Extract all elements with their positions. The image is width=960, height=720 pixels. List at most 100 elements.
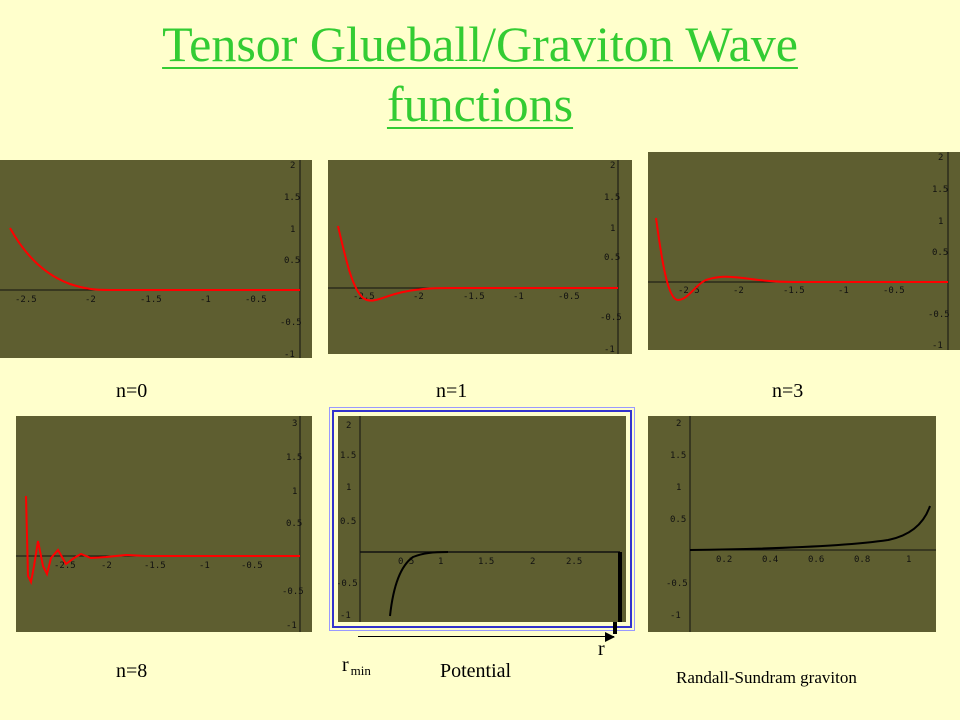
y-tick: 2 — [676, 419, 681, 429]
y-tick: 0.5 — [670, 515, 686, 525]
plot-n1: -2.5 -2 -1.5 -1 -0.5 2 1.5 1 0.5 -0.5 -1 — [328, 160, 632, 354]
x-tick: 1 — [438, 557, 443, 567]
x-tick: -2.5 — [678, 286, 700, 296]
title-line-1: Tensor Glueball/Graviton Wave — [162, 16, 798, 72]
r-axis-arrowhead — [605, 632, 615, 642]
x-tick: -1 — [513, 292, 524, 302]
x-tick: 1.5 — [478, 557, 494, 567]
y-tick: 0.5 — [604, 253, 620, 263]
label-n1: n=1 — [436, 380, 468, 402]
plot-potential: 0.5 1 1.5 2 2.5 2 1.5 1 0.5 -0.5 -1 — [338, 416, 626, 622]
y-tick: 1.5 — [340, 451, 356, 461]
x-tick: 0.5 — [398, 557, 414, 567]
plot-n3: -2.5 -2 -1.5 -1 -0.5 2 1.5 1 0.5 -0.5 -1 — [648, 152, 960, 350]
label-n8: n=8 — [116, 660, 148, 682]
y-tick: 2 — [290, 161, 295, 171]
wave-curve — [25, 495, 300, 586]
label-rs: Randall-Sundram graviton — [676, 668, 857, 687]
y-tick: 1 — [346, 483, 351, 493]
plot-n8: -2.5 -2 -1.5 -1 -0.5 3 1.5 1 0.5 -0.5 -1 — [16, 416, 312, 632]
x-tick: -0.5 — [245, 295, 267, 305]
y-tick: 1.5 — [284, 193, 300, 203]
y-tick: 0.5 — [340, 517, 356, 527]
y-tick: 1.5 — [286, 453, 302, 463]
y-tick: -1 — [284, 350, 295, 358]
y-tick: 1 — [676, 483, 681, 493]
y-tick: -0.5 — [928, 310, 950, 320]
potential-frame: 0.5 1 1.5 2 2.5 2 1.5 1 0.5 -0.5 -1 — [329, 407, 635, 631]
y-tick: 1.5 — [670, 451, 686, 461]
x-tick: -1 — [199, 561, 210, 571]
y-tick: 1 — [290, 225, 295, 235]
plot-n1-svg: -2.5 -2 -1.5 -1 -0.5 2 1.5 1 0.5 -0.5 -1 — [328, 160, 622, 354]
wave-curve — [337, 225, 618, 302]
plot-rs-svg: 0.2 0.4 0.6 0.8 1 2 1.5 1 0.5 -0.5 -1 — [666, 416, 936, 632]
y-tick: -1 — [932, 341, 943, 350]
x-tick: 0.2 — [716, 555, 732, 565]
x-tick: -1 — [838, 286, 849, 296]
y-tick: 1 — [938, 217, 943, 227]
y-tick: 0.5 — [286, 519, 302, 529]
y-tick: -0.5 — [666, 579, 688, 589]
r-min-base: r — [342, 654, 349, 676]
x-tick: 2.5 — [566, 557, 582, 567]
r-min-label: r min — [342, 654, 371, 679]
plot-n0-svg: -2.5 -2 -1.5 -1 -0.5 2 1.5 1 0.5 -0.5 -1 — [0, 160, 302, 358]
x-tick: -2 — [733, 286, 744, 296]
y-tick: 1.5 — [604, 193, 620, 203]
y-tick: 2 — [938, 153, 943, 163]
y-tick: 3 — [292, 419, 297, 429]
x-tick: 2 — [530, 557, 535, 567]
r-axis-arrow — [358, 636, 614, 637]
x-tick: -2 — [85, 295, 96, 305]
y-tick: 1 — [610, 224, 615, 234]
y-tick: -0.5 — [280, 318, 302, 328]
x-tick: -2.5 — [15, 295, 37, 305]
plot-rs: 0.2 0.4 0.6 0.8 1 2 1.5 1 0.5 -0.5 -1 — [648, 416, 936, 632]
plot-n8-svg: -2.5 -2 -1.5 -1 -0.5 3 1.5 1 0.5 -0.5 -1 — [16, 416, 304, 632]
slide-title: Tensor Glueball/Graviton Wave functions — [0, 14, 960, 134]
y-tick: -1 — [340, 611, 351, 621]
x-tick: 0.8 — [854, 555, 870, 565]
x-tick: -2 — [413, 292, 424, 302]
potential-curve — [389, 551, 449, 617]
graviton-curve — [689, 505, 931, 551]
y-tick: -0.5 — [282, 587, 304, 597]
x-tick: 0.4 — [762, 555, 778, 565]
x-tick: -1 — [200, 295, 211, 305]
x-tick: -2.5 — [353, 292, 375, 302]
y-tick: 0.5 — [932, 248, 948, 258]
x-tick: -1.5 — [140, 295, 162, 305]
x-tick: -0.5 — [558, 292, 580, 302]
y-tick: 2 — [610, 161, 615, 171]
x-tick: -1.5 — [783, 286, 805, 296]
y-tick: -0.5 — [600, 313, 622, 323]
label-n3: n=3 — [772, 380, 804, 402]
y-tick: 1.5 — [932, 185, 948, 195]
y-tick: -1 — [670, 611, 681, 621]
x-tick: -0.5 — [883, 286, 905, 296]
r-label: r — [598, 638, 605, 660]
label-n0: n=0 — [116, 380, 148, 402]
plot-potential-svg: 0.5 1 1.5 2 2.5 2 1.5 1 0.5 -0.5 -1 — [338, 416, 622, 622]
plot-n3-svg: -2.5 -2 -1.5 -1 -0.5 2 1.5 1 0.5 -0.5 -1 — [648, 152, 950, 350]
label-potential: Potential — [440, 660, 512, 682]
plot-n0: -2.5 -2 -1.5 -1 -0.5 2 1.5 1 0.5 -0.5 -1 — [0, 160, 312, 358]
y-tick: 0.5 — [284, 256, 300, 266]
y-tick: -1 — [604, 345, 615, 354]
x-tick: -1.5 — [463, 292, 485, 302]
x-tick: 0.6 — [808, 555, 824, 565]
r-min-sub: min — [350, 663, 371, 678]
x-tick: -2 — [101, 561, 112, 571]
x-tick: 1 — [906, 555, 911, 565]
wave-curve — [655, 217, 948, 302]
x-tick: -0.5 — [241, 561, 263, 571]
y-tick: 2 — [346, 421, 351, 431]
title-line-2: functions — [386, 76, 574, 132]
y-tick: -1 — [286, 621, 297, 631]
wave-curve — [9, 227, 300, 291]
x-tick: -2.5 — [54, 561, 76, 571]
x-tick: -1.5 — [144, 561, 166, 571]
boundary-wall-ext — [613, 622, 617, 634]
y-tick: -0.5 — [338, 579, 358, 589]
